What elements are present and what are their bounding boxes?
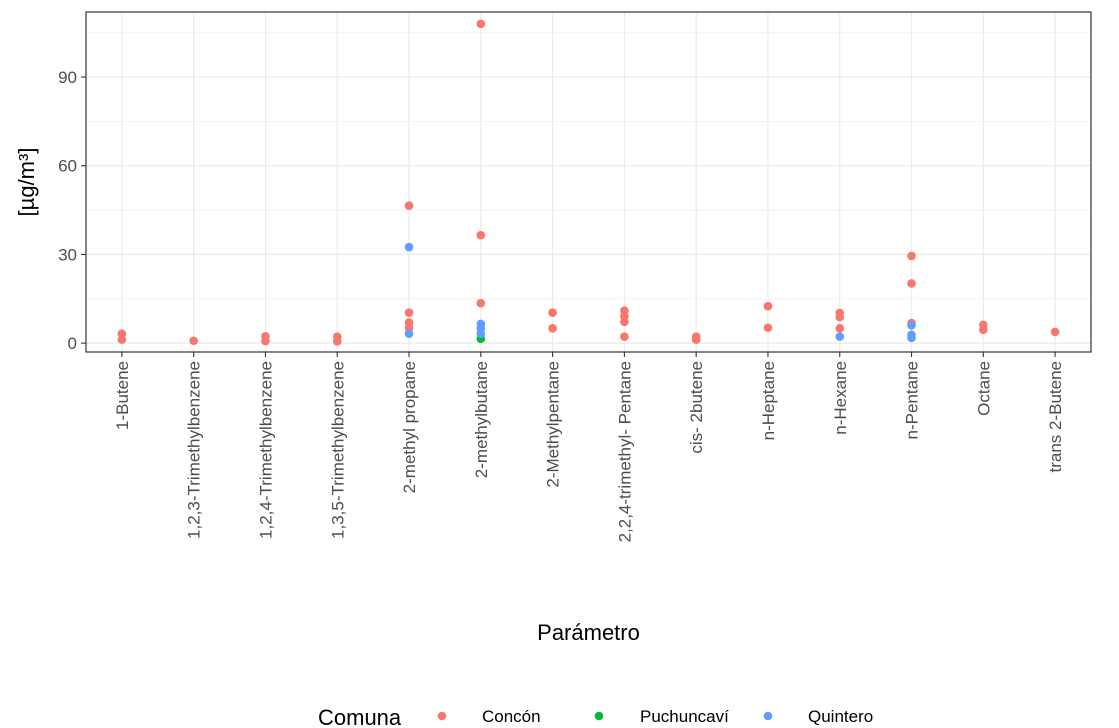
data-point	[548, 308, 557, 317]
data-point	[117, 329, 127, 338]
y-axis: 0 30 60 90	[58, 68, 86, 353]
legend-title: Comuna	[318, 705, 402, 728]
gridlines	[86, 12, 1091, 352]
data-point	[835, 324, 845, 333]
legend: Comuna Concón Puchuncaví Quintero	[318, 705, 873, 728]
data-point	[476, 19, 486, 29]
data-point	[189, 336, 198, 346]
data-point	[117, 335, 127, 344]
data-point	[476, 329, 486, 338]
x-tick-label: 1-Butene	[113, 361, 132, 430]
data-point	[261, 336, 270, 346]
x-tick-label: n-Pentane	[903, 361, 922, 439]
legend-key	[594, 711, 604, 721]
x-tick-label: Octane	[974, 361, 993, 416]
x-tick-label: 1,2,3-Trimethylbenzene	[185, 361, 204, 539]
data-point	[835, 312, 845, 322]
data-point	[476, 298, 486, 308]
y-axis-title: [µg/m³]	[14, 148, 39, 217]
legend-key	[763, 711, 773, 721]
legend-label: Concón	[482, 707, 541, 726]
data-point	[1050, 327, 1060, 337]
x-axis-title: Parámetro	[537, 620, 640, 645]
x-tick-label: 1,3,5-Trimethylbenzene	[328, 361, 347, 539]
x-tick-label: 2-methylbutane	[472, 361, 491, 478]
x-tick-label: 2-methyl propane	[400, 361, 419, 493]
x-tick-label: 2,2,4-trimethyl- Pentane	[615, 361, 634, 542]
y-tick-label: 60	[58, 157, 77, 176]
data-point	[907, 321, 916, 330]
data-point	[907, 333, 916, 343]
data-point	[404, 201, 414, 210]
data-point	[332, 337, 342, 346]
panel-border	[85, 11, 1092, 353]
data-point	[907, 251, 916, 261]
data-point	[404, 308, 414, 317]
x-tick-label: n-Hexane	[831, 361, 850, 435]
x-tick-label: cis- 2butene	[687, 361, 706, 454]
data-point	[763, 323, 773, 333]
data-point	[620, 306, 629, 315]
legend-key	[437, 711, 447, 721]
x-tick-label: n-Heptane	[759, 361, 778, 440]
data-point	[620, 317, 629, 327]
data-point	[691, 335, 701, 344]
data-point	[979, 325, 988, 335]
data-point	[907, 279, 916, 288]
x-axis: 1-Butene 1,2,3-Trimethylbenzene 1,2,4-Trim…	[113, 352, 1065, 542]
y-tick-label: 0	[68, 334, 77, 353]
data-point	[835, 332, 845, 341]
legend-label: Quintero	[808, 707, 873, 726]
y-tick-label: 90	[58, 68, 77, 87]
data-point	[404, 329, 414, 338]
data-point	[404, 323, 414, 333]
data-points	[117, 19, 1060, 346]
x-tick-label: 1,2,4-Trimethylbenzene	[256, 361, 275, 539]
x-tick-label: trans 2-Butene	[1046, 361, 1065, 473]
x-tick-label: 2-Methylpentane	[544, 361, 563, 488]
data-point	[476, 230, 486, 240]
data-point	[548, 324, 557, 333]
data-point	[763, 301, 773, 311]
data-point	[404, 242, 414, 252]
data-point	[620, 332, 629, 341]
legend-label: Puchuncaví	[640, 707, 729, 726]
y-tick-label: 30	[58, 245, 77, 264]
